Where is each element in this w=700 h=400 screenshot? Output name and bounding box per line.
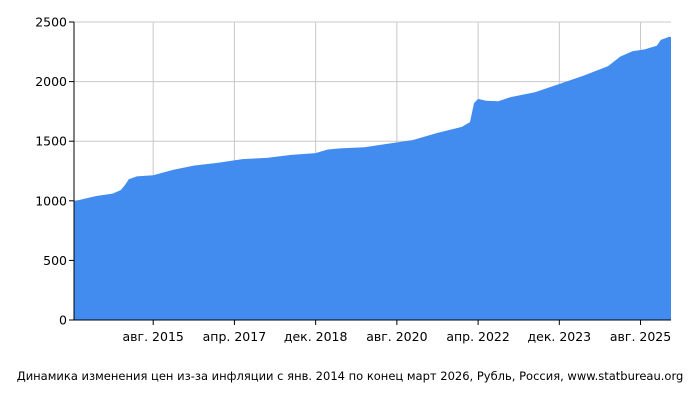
x-tick-label: авг. 2020 (366, 329, 427, 344)
x-tick-label: апр. 2022 (446, 329, 510, 344)
y-tick-label: 1000 (35, 193, 67, 208)
y-tick-label: 500 (43, 253, 67, 268)
y-tick-label: 2000 (35, 74, 67, 89)
y-tick-label: 2500 (35, 15, 67, 30)
series-area (74, 36, 671, 321)
data-area (74, 36, 671, 321)
x-tick-label: авг. 2025 (610, 329, 671, 344)
x-axis-ticks: авг. 2015 апр. 2017 дек. 2018 авг. 2020 апр.… (123, 320, 671, 344)
y-axis-ticks: 0 500 1000 1500 2000 2500 (35, 15, 74, 328)
y-tick-label: 0 (59, 313, 67, 328)
y-tick-label: 1500 (35, 134, 67, 149)
x-tick-label: дек. 2018 (284, 329, 348, 344)
chart-caption: Динамика изменения цен из-за инфляции с … (16, 369, 684, 383)
axes (73, 22, 671, 321)
x-tick-label: дек. 2023 (527, 329, 591, 344)
x-tick-label: апр. 2017 (203, 329, 267, 344)
x-tick-label: авг. 2015 (123, 329, 184, 344)
